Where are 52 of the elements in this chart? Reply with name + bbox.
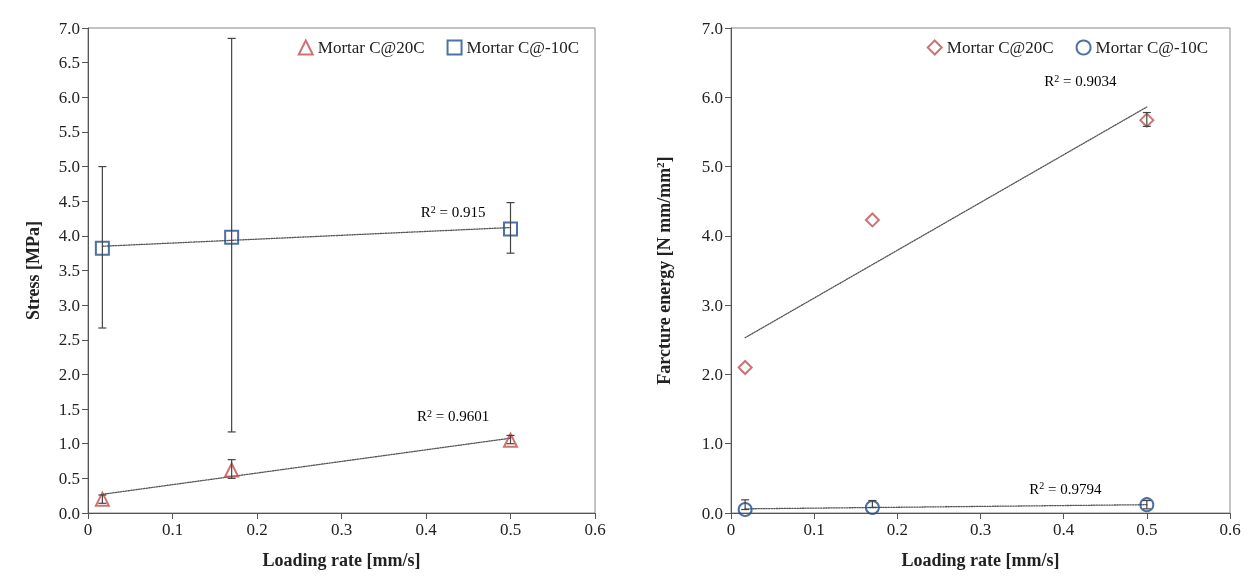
y-tick-label: 0.5: [58, 468, 80, 488]
y-tick-label: 6.0: [58, 87, 80, 107]
x-tick-label: 0.2: [246, 520, 268, 539]
y-tick-label: 3.0: [701, 295, 723, 315]
y-axis-title: Stress [MPa]: [23, 220, 43, 321]
x-tick-label: 0: [83, 520, 93, 539]
x-tick-label: 0.3: [969, 520, 992, 539]
x-tick-label: 0.1: [803, 520, 825, 539]
y-tick-label: 7.0: [58, 18, 80, 38]
y-tick-label: 5.0: [58, 157, 80, 177]
x-tick-label: 0.2: [886, 520, 908, 539]
y-tick-label: 4.0: [58, 226, 80, 246]
legend-label: Mortar C@20C: [317, 38, 425, 57]
y-tick-label: 2.0: [701, 364, 723, 384]
y-tick-label: 4.0: [701, 226, 723, 246]
y-tick-label: 1.0: [58, 434, 80, 454]
y-tick-label: 3.0: [58, 295, 80, 315]
x-tick-label: 0.3: [330, 520, 353, 539]
y-tick-label: 3.5: [58, 261, 80, 280]
x-axis-title: Loading rate [mm/s]: [901, 550, 1060, 570]
legend-label: Mortar C@-10C: [466, 38, 579, 57]
point: [737, 502, 753, 518]
point: [503, 221, 518, 237]
x-axis-title: Loading rate [mm/s]: [262, 550, 421, 570]
point: [864, 212, 880, 228]
point: [224, 229, 240, 245]
x-tick-label: 0.6: [1219, 520, 1241, 539]
y-tick-label: 0.0: [701, 503, 723, 523]
y-axis-title: Farcture energy [N mm/mm2]: [653, 156, 674, 385]
x-tick-label: 0: [726, 520, 736, 539]
x-tick-label: 0.4: [1053, 520, 1075, 539]
point: [864, 499, 880, 515]
x-tick-label: 0.4: [415, 520, 438, 539]
y-tick-label: 7.0: [701, 18, 723, 38]
y-tick-label: 4.5: [58, 191, 80, 211]
point: [737, 360, 753, 375]
y-tick-label: 0.0: [58, 503, 80, 523]
x-tick-label: 0.5: [499, 520, 522, 539]
x-tick-label: 0.1: [161, 520, 184, 539]
y-tick-label: 6.0: [701, 87, 723, 107]
y-tick-label: 5.5: [58, 122, 80, 142]
y-tick-label: 1.5: [58, 399, 80, 419]
y-tick-label: 1.0: [701, 434, 723, 454]
y-tick-label: 5.0: [701, 157, 723, 177]
legend-label: Mortar C@-10C: [1095, 38, 1208, 57]
point: [94, 240, 110, 256]
y-tick-label: 6.5: [58, 53, 80, 73]
legend-label: Mortar C@20C: [946, 38, 1054, 57]
x-tick-label: 0.5: [1136, 520, 1158, 539]
x-tick-label: 0.6: [584, 520, 606, 539]
y-tick-label: 2.0: [58, 364, 80, 384]
y-tick-label: 2.5: [58, 330, 80, 350]
